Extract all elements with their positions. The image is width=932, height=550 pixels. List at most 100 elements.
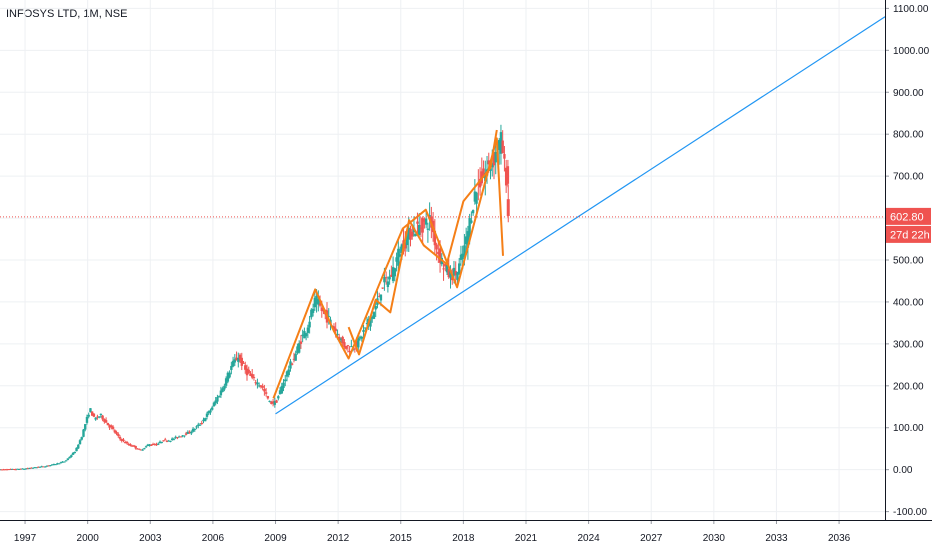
candle <box>254 379 257 386</box>
y-tick-label: 1100.00 <box>893 4 929 15</box>
candle <box>223 383 226 392</box>
candle <box>271 399 275 407</box>
candle <box>287 365 290 378</box>
candle <box>364 327 367 331</box>
candle <box>219 386 223 398</box>
candle <box>252 374 256 381</box>
candle <box>64 460 68 462</box>
candle <box>362 324 365 339</box>
candle <box>212 401 216 407</box>
candle <box>17 468 21 470</box>
candle <box>101 414 104 422</box>
candle <box>198 423 202 426</box>
candle <box>344 345 348 351</box>
candle <box>2 468 5 471</box>
candle <box>176 437 179 440</box>
candle <box>372 311 376 320</box>
candle <box>306 324 310 339</box>
candle <box>59 461 63 464</box>
candle <box>247 366 250 375</box>
candle <box>242 361 245 364</box>
candle <box>45 465 49 467</box>
candle <box>111 425 115 431</box>
candle <box>84 423 87 432</box>
candle <box>167 439 170 442</box>
candle <box>230 361 233 375</box>
candle <box>291 362 294 366</box>
candle <box>200 420 203 425</box>
candle <box>384 271 388 285</box>
candle <box>259 384 263 389</box>
candle <box>75 447 78 452</box>
candle <box>244 361 247 374</box>
x-tick-label: 2024 <box>577 533 600 544</box>
candle <box>183 435 186 438</box>
candle <box>190 430 193 436</box>
candle <box>38 466 42 468</box>
candle <box>122 438 125 443</box>
countdown-label: 27d 22h <box>890 229 930 241</box>
time-axis-bg <box>0 520 932 550</box>
candle <box>292 352 296 363</box>
candle <box>92 413 96 418</box>
price-axis[interactable]: -100.00 0.00 100.00 200.00 300.00 400.00 500.0… <box>885 0 932 550</box>
candle <box>162 440 165 442</box>
candle <box>353 347 357 353</box>
candle <box>311 303 315 317</box>
candle <box>397 238 400 272</box>
candle <box>216 394 219 405</box>
candle <box>104 417 108 423</box>
candle <box>454 261 457 284</box>
candle <box>30 467 33 469</box>
candle <box>360 335 363 342</box>
y-tick-label: 400.00 <box>893 297 924 308</box>
grid <box>0 0 885 520</box>
candle <box>85 414 89 425</box>
candle <box>16 468 19 470</box>
candle <box>435 242 438 261</box>
candle <box>268 400 271 403</box>
candle <box>390 265 393 277</box>
candle <box>165 440 169 443</box>
candle <box>278 387 282 395</box>
candle <box>209 408 212 415</box>
x-tick-label: 2009 <box>264 533 287 544</box>
candle <box>57 463 61 465</box>
y-tick-label: 200.00 <box>893 381 924 392</box>
candle <box>148 444 151 447</box>
candle <box>158 440 162 444</box>
pattern-line[interactable] <box>347 129 498 356</box>
candle <box>343 339 346 350</box>
x-tick-label: 2015 <box>390 533 413 544</box>
candle <box>5 468 9 471</box>
candle <box>280 382 283 394</box>
candle <box>113 429 116 434</box>
candle <box>89 408 92 413</box>
time-axis[interactable]: 1997 2000 2003 2006 2009 2012 2015 2018 2021 2024… <box>0 520 932 550</box>
candle <box>96 414 99 420</box>
candle <box>97 416 101 419</box>
candle <box>134 445 137 450</box>
candle <box>238 353 242 363</box>
price-axis-bg <box>885 0 932 550</box>
candle <box>33 467 36 469</box>
candle <box>494 144 497 175</box>
candle <box>433 219 437 255</box>
candle <box>270 400 273 405</box>
candle <box>124 440 127 444</box>
candle <box>224 376 228 388</box>
candle <box>421 216 424 245</box>
candle <box>310 308 313 320</box>
candle <box>426 222 430 243</box>
trendline[interactable] <box>275 16 886 415</box>
x-tick-label: 2012 <box>327 533 350 544</box>
candle <box>197 422 200 429</box>
candle <box>19 468 23 470</box>
candle <box>245 364 249 381</box>
candle <box>21 468 24 470</box>
candle <box>395 252 398 272</box>
pattern-line[interactable] <box>272 137 504 399</box>
candle <box>146 443 150 447</box>
y-tick-label: 1000.00 <box>893 46 930 57</box>
